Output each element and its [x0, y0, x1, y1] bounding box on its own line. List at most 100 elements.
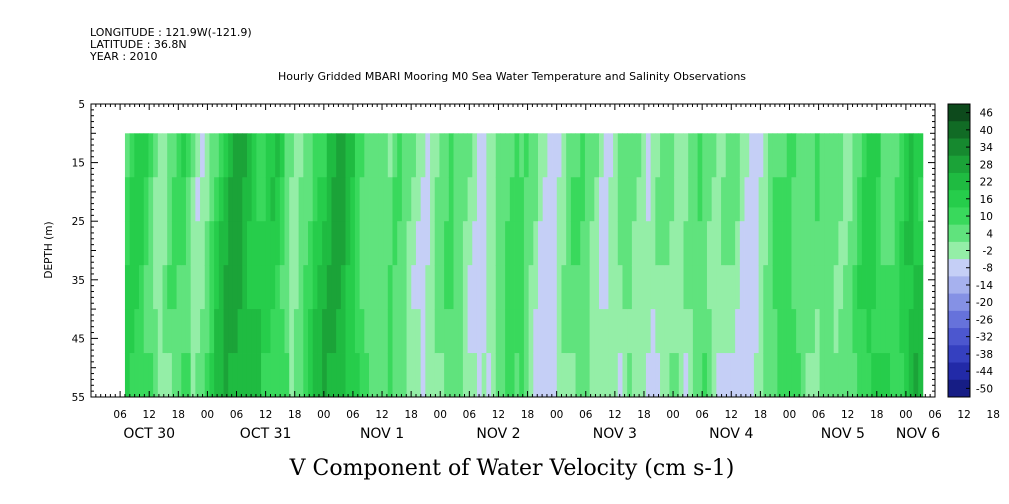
heatmap-cell [838, 265, 844, 310]
heatmap-cell [134, 353, 140, 398]
heatmap-cell [763, 133, 769, 178]
heatmap-cell [458, 309, 464, 354]
heatmap-cell [570, 265, 576, 310]
heatmap-cell [491, 221, 497, 266]
heatmap-cell [139, 353, 145, 398]
heatmap-cell [749, 265, 755, 310]
heatmap-cell [758, 133, 764, 178]
heatmap-cell [556, 353, 562, 398]
heatmap-cell [303, 309, 309, 354]
x-hour-label: 06 [463, 409, 477, 421]
heatmap-cell [462, 133, 468, 178]
heatmap-cell [139, 177, 145, 222]
heatmap-cell [228, 177, 234, 222]
longitude-label: LONGITUDE : 121.9W(-121.9) [90, 26, 252, 39]
heatmap-cell [354, 177, 361, 222]
heatmap-cell [533, 133, 539, 178]
heatmap-cell [688, 221, 694, 266]
chart-title: Hourly Gridded MBARI Mooring M0 Sea Wate… [278, 70, 746, 83]
heatmap-cell [246, 133, 253, 178]
heatmap-cell [885, 133, 891, 178]
heatmap-cell [476, 265, 483, 310]
x-hour-label: 12 [492, 409, 505, 421]
heatmap-cell [472, 133, 478, 178]
x-hour-label: 06 [346, 409, 360, 421]
heatmap-cell [782, 353, 788, 398]
heatmap-cell [885, 353, 891, 398]
heatmap-cell [200, 133, 206, 178]
colorbar-segment [948, 362, 970, 381]
heatmap-cell [415, 177, 422, 222]
heatmap-cell [167, 265, 173, 310]
heatmap-cell [505, 221, 511, 266]
heatmap-cell [683, 133, 689, 178]
heatmap-cell [181, 133, 187, 178]
heatmap-cell [176, 177, 182, 222]
heatmap-cell [204, 265, 210, 310]
heatmap-cell [359, 177, 365, 222]
heatmap-cell [228, 221, 234, 266]
heatmap-cell [603, 265, 609, 310]
heatmap-cell [340, 133, 346, 178]
heatmap-cell [425, 265, 431, 310]
heatmap-cell [570, 133, 576, 178]
colorbar-label: 46 [980, 108, 994, 120]
heatmap-cell [617, 133, 623, 178]
heatmap-cell [279, 353, 285, 398]
heatmap-cell [392, 221, 398, 266]
heatmap-cell [275, 177, 281, 222]
heatmap-cell [209, 309, 215, 354]
heatmap-cell [782, 309, 788, 354]
heatmap-cell [852, 309, 858, 354]
heatmap-cell [843, 353, 849, 398]
heatmap-cell [791, 265, 797, 310]
heatmap-cell [265, 265, 271, 310]
heatmap-cell [904, 133, 910, 178]
heatmap-cell [401, 133, 407, 178]
heatmap-cell [204, 133, 210, 178]
heatmap-cell [369, 177, 375, 222]
heatmap-cell [796, 353, 802, 398]
heatmap-cell [584, 265, 591, 310]
heatmap-cell [702, 177, 708, 222]
heatmap-cell [200, 309, 206, 354]
heatmap-cell [439, 221, 445, 266]
heatmap-cell [500, 177, 506, 222]
heatmap-cell [458, 265, 464, 310]
heatmap-cell [631, 177, 637, 222]
heatmap-cell [570, 353, 576, 398]
heatmap-cell [157, 265, 163, 310]
heatmap-cell [833, 177, 839, 222]
heatmap-cell [913, 177, 919, 222]
heatmap-cell [706, 309, 713, 354]
heatmap-cell [852, 265, 858, 310]
colorbar-label: -44 [976, 366, 993, 378]
x-hour-label: 06 [928, 409, 942, 421]
heatmap-cell [772, 221, 778, 266]
heatmap-cell [645, 353, 652, 398]
heatmap-cell [730, 177, 736, 222]
heatmap-cell [185, 265, 192, 310]
heatmap-cell [908, 177, 914, 222]
heatmap-cell [683, 221, 689, 266]
heatmap-cell [500, 353, 506, 398]
heatmap-cell [622, 177, 628, 222]
x-hour-label: 18 [404, 409, 417, 421]
heatmap-cell [852, 133, 858, 178]
heatmap-cell [406, 265, 412, 310]
y-tick-label: 35 [72, 275, 85, 287]
heatmap-cell [195, 221, 201, 266]
x-hour-label: 18 [870, 409, 883, 421]
heatmap-cell [261, 133, 267, 178]
heatmap-cell [129, 133, 135, 178]
heatmap-cell [392, 177, 398, 222]
heatmap-cell [660, 133, 666, 178]
heatmap-cell [134, 133, 140, 178]
heatmap-cell [223, 221, 229, 266]
heatmap-cell [190, 353, 196, 398]
heatmap-cell [650, 177, 656, 222]
heatmap-cell [134, 265, 140, 310]
heatmap-cell [580, 353, 586, 398]
heatmap-cell [570, 309, 576, 354]
heatmap-cell [425, 221, 431, 266]
